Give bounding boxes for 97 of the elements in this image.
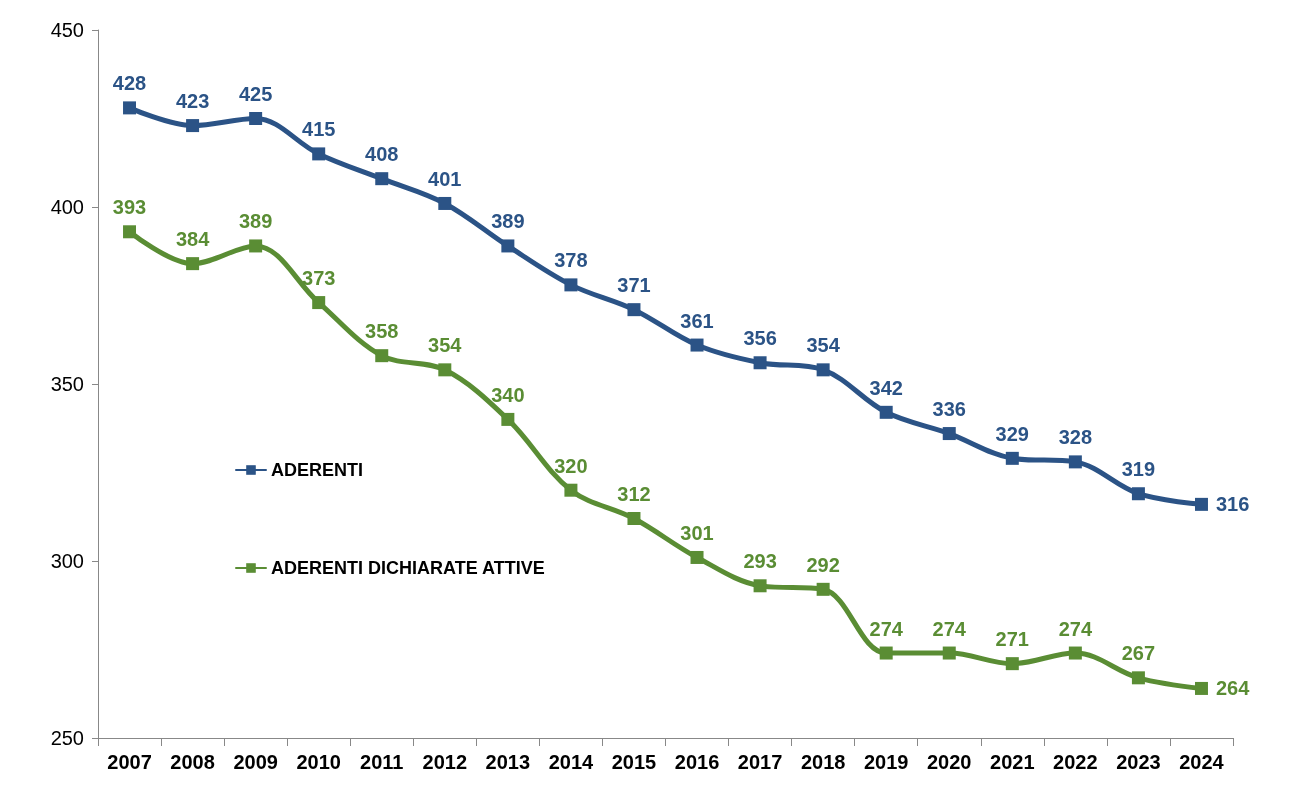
data-label: 389 xyxy=(491,210,525,233)
point xyxy=(1068,646,1082,660)
point xyxy=(942,646,956,660)
data-label: 389 xyxy=(238,210,273,233)
data-label: 264 xyxy=(1215,677,1251,700)
data-label: 354 xyxy=(428,334,463,357)
data-label: 425 xyxy=(238,83,273,105)
point xyxy=(627,303,641,317)
point xyxy=(186,257,200,271)
x-tick-label: 2007 xyxy=(107,751,152,773)
data-label: 408 xyxy=(365,143,399,166)
data-label: 320 xyxy=(554,454,588,477)
point xyxy=(1194,497,1208,511)
data-label: 378 xyxy=(554,249,588,272)
x-tick-label: 2014 xyxy=(548,751,595,773)
data-label: 292 xyxy=(806,553,840,576)
point xyxy=(501,239,515,253)
y-tick-label: 250 xyxy=(50,727,84,749)
point xyxy=(438,196,452,210)
data-label: 428 xyxy=(112,72,147,95)
data-label: 301 xyxy=(680,521,714,544)
point xyxy=(123,225,137,239)
data-label: 384 xyxy=(175,228,211,251)
point xyxy=(375,349,389,363)
x-tick-label: 2009 xyxy=(233,751,278,773)
point xyxy=(690,338,704,352)
data-label: 274 xyxy=(932,617,967,640)
data-label: 340 xyxy=(491,383,525,406)
data-label: 271 xyxy=(995,628,1029,651)
point xyxy=(627,512,641,526)
point xyxy=(501,412,515,426)
point xyxy=(375,172,389,186)
x-tick-label: 2017 xyxy=(737,751,783,773)
data-label: 274 xyxy=(869,617,904,640)
y-tick-label: 450 xyxy=(50,19,84,41)
data-label: 358 xyxy=(365,320,399,343)
x-tick-label: 2022 xyxy=(1053,751,1098,773)
data-label: 293 xyxy=(743,550,777,573)
data-label: 423 xyxy=(175,90,210,113)
data-label: 342 xyxy=(869,376,903,399)
point xyxy=(1131,671,1145,685)
data-label: 356 xyxy=(743,327,777,350)
data-label: 415 xyxy=(302,118,336,141)
data-label: 361 xyxy=(680,309,714,332)
point xyxy=(816,363,830,377)
point xyxy=(1005,451,1019,465)
point xyxy=(123,101,137,115)
y-tick-label: 300 xyxy=(50,550,84,572)
point xyxy=(1068,455,1082,469)
point xyxy=(753,356,767,370)
x-tick-label: 2008 xyxy=(170,751,215,773)
data-label: 371 xyxy=(617,274,651,297)
point xyxy=(690,550,704,564)
data-label: 312 xyxy=(617,483,651,506)
y-tick-label: 350 xyxy=(50,373,84,395)
point xyxy=(564,278,578,292)
data-label: 329 xyxy=(995,422,1029,445)
x-tick-label: 2020 xyxy=(927,751,972,773)
data-label: 274 xyxy=(1058,617,1093,640)
point xyxy=(879,405,893,419)
point xyxy=(312,296,326,310)
x-tick-label: 2023 xyxy=(1116,751,1161,773)
x-tick-label: 2013 xyxy=(485,751,531,773)
x-tick-label: 2016 xyxy=(674,751,720,773)
x-tick-label: 2011 xyxy=(360,751,404,773)
point xyxy=(312,147,326,161)
data-label: 328 xyxy=(1058,426,1093,449)
data-label: 319 xyxy=(1121,458,1156,481)
x-tick-label: 2019 xyxy=(863,751,909,773)
point xyxy=(1131,487,1145,501)
x-tick-label: 2021 xyxy=(990,751,1035,773)
point xyxy=(879,646,893,660)
point xyxy=(1005,657,1019,671)
x-tick-label: 2018 xyxy=(800,751,846,773)
point xyxy=(753,579,767,593)
point xyxy=(564,483,578,497)
legend-label: ADERENTI DICHIARATE ATTIVE xyxy=(271,558,545,578)
point xyxy=(1194,681,1208,695)
point xyxy=(942,427,956,441)
point xyxy=(438,363,452,377)
point xyxy=(249,112,263,125)
x-tick-label: 2015 xyxy=(611,751,657,773)
data-label: 267 xyxy=(1121,642,1156,665)
point xyxy=(816,582,830,596)
y-tick-label: 400 xyxy=(50,196,84,218)
data-label: 373 xyxy=(302,267,336,290)
point xyxy=(186,119,200,133)
data-label: 336 xyxy=(932,398,966,421)
x-tick-label: 2010 xyxy=(296,751,341,773)
point xyxy=(249,239,263,253)
data-label: 401 xyxy=(428,167,462,190)
x-tick-label: 2024 xyxy=(1179,751,1225,773)
data-label: 354 xyxy=(806,334,841,357)
x-tick-label: 2012 xyxy=(422,751,468,773)
legend-label: ADERENTI xyxy=(271,460,364,480)
data-label: 393 xyxy=(112,196,147,219)
data-label: 316 xyxy=(1215,493,1250,516)
